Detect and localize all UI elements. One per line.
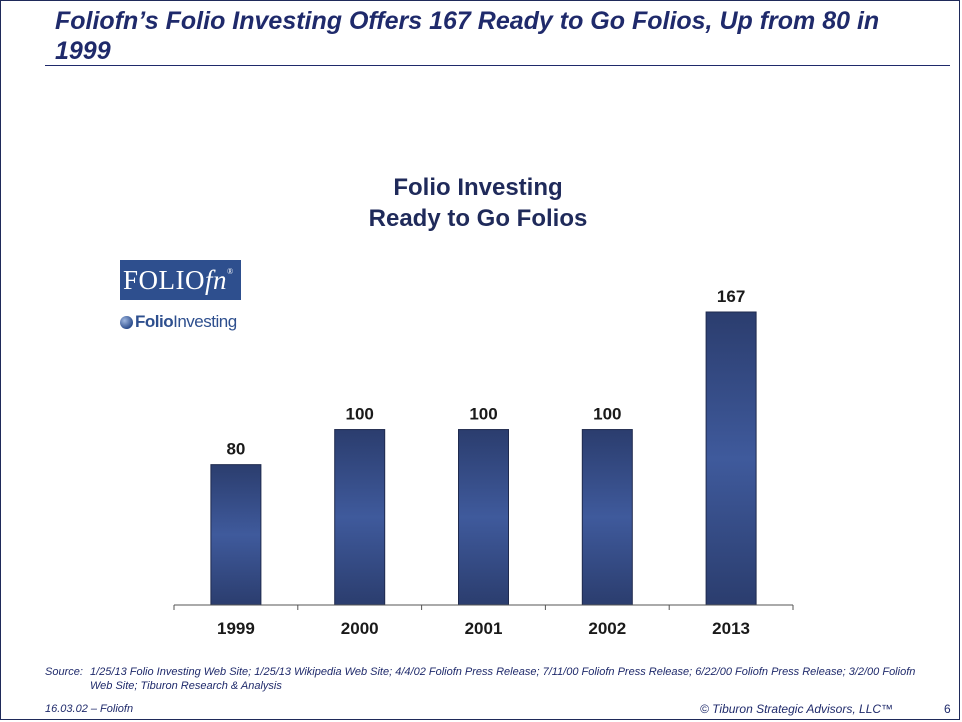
folio-investing-logo: Folio Investing: [120, 311, 237, 333]
chart-title-line-1: Folio Investing: [393, 174, 563, 201]
data-label-2013: 167: [717, 287, 745, 306]
footer-date: 16.03.02 – Foliofn: [45, 703, 134, 715]
x-tick-label-2001: 2001: [465, 619, 503, 638]
footer-copyright: © Tiburon Strategic Advisors, LLC™: [700, 702, 894, 716]
slide-title: Foliofn’s Folio Investing Offers 167 Rea…: [55, 7, 880, 65]
folio-investing-logo-bold: Folio: [135, 312, 174, 331]
foliofn-logo-reg: ®: [227, 267, 234, 276]
x-tick-label-1999: 1999: [217, 619, 255, 638]
x-tick-label-2002: 2002: [588, 619, 626, 638]
data-label-1999: 80: [226, 440, 245, 459]
chart-title: Folio Investing Ready to Go Folios: [280, 172, 676, 234]
bar-2002: [581, 429, 633, 606]
source-label: Source:: [45, 666, 83, 678]
x-tick-label-2000: 2000: [341, 619, 379, 638]
bar-1999: [210, 464, 262, 606]
data-label-2002: 100: [593, 405, 621, 424]
bar-2013: [705, 311, 757, 606]
bar-2001: [458, 429, 509, 606]
page-number: 6: [944, 702, 951, 716]
source-text: 1/25/13 Folio Investing Web Site; 1/25/1…: [90, 666, 916, 692]
bar-2000: [334, 429, 386, 606]
data-label-2000: 100: [346, 405, 374, 424]
title-divider: [45, 65, 950, 66]
source-note: Source: 1/25/13 Folio Investing Web Site…: [45, 665, 925, 693]
foliofn-logo-italic: fn: [205, 265, 228, 295]
globe-icon: [120, 315, 133, 329]
data-label-2001: 100: [469, 405, 497, 424]
x-tick-label-2013: 2013: [712, 619, 750, 638]
folio-investing-logo-rest: Investing: [173, 312, 237, 331]
chart-title-line-2: Ready to Go Folios: [368, 205, 588, 232]
foliofn-logo: FOLIOfn®: [120, 260, 241, 300]
foliofn-logo-main: FOLIO: [123, 265, 205, 295]
